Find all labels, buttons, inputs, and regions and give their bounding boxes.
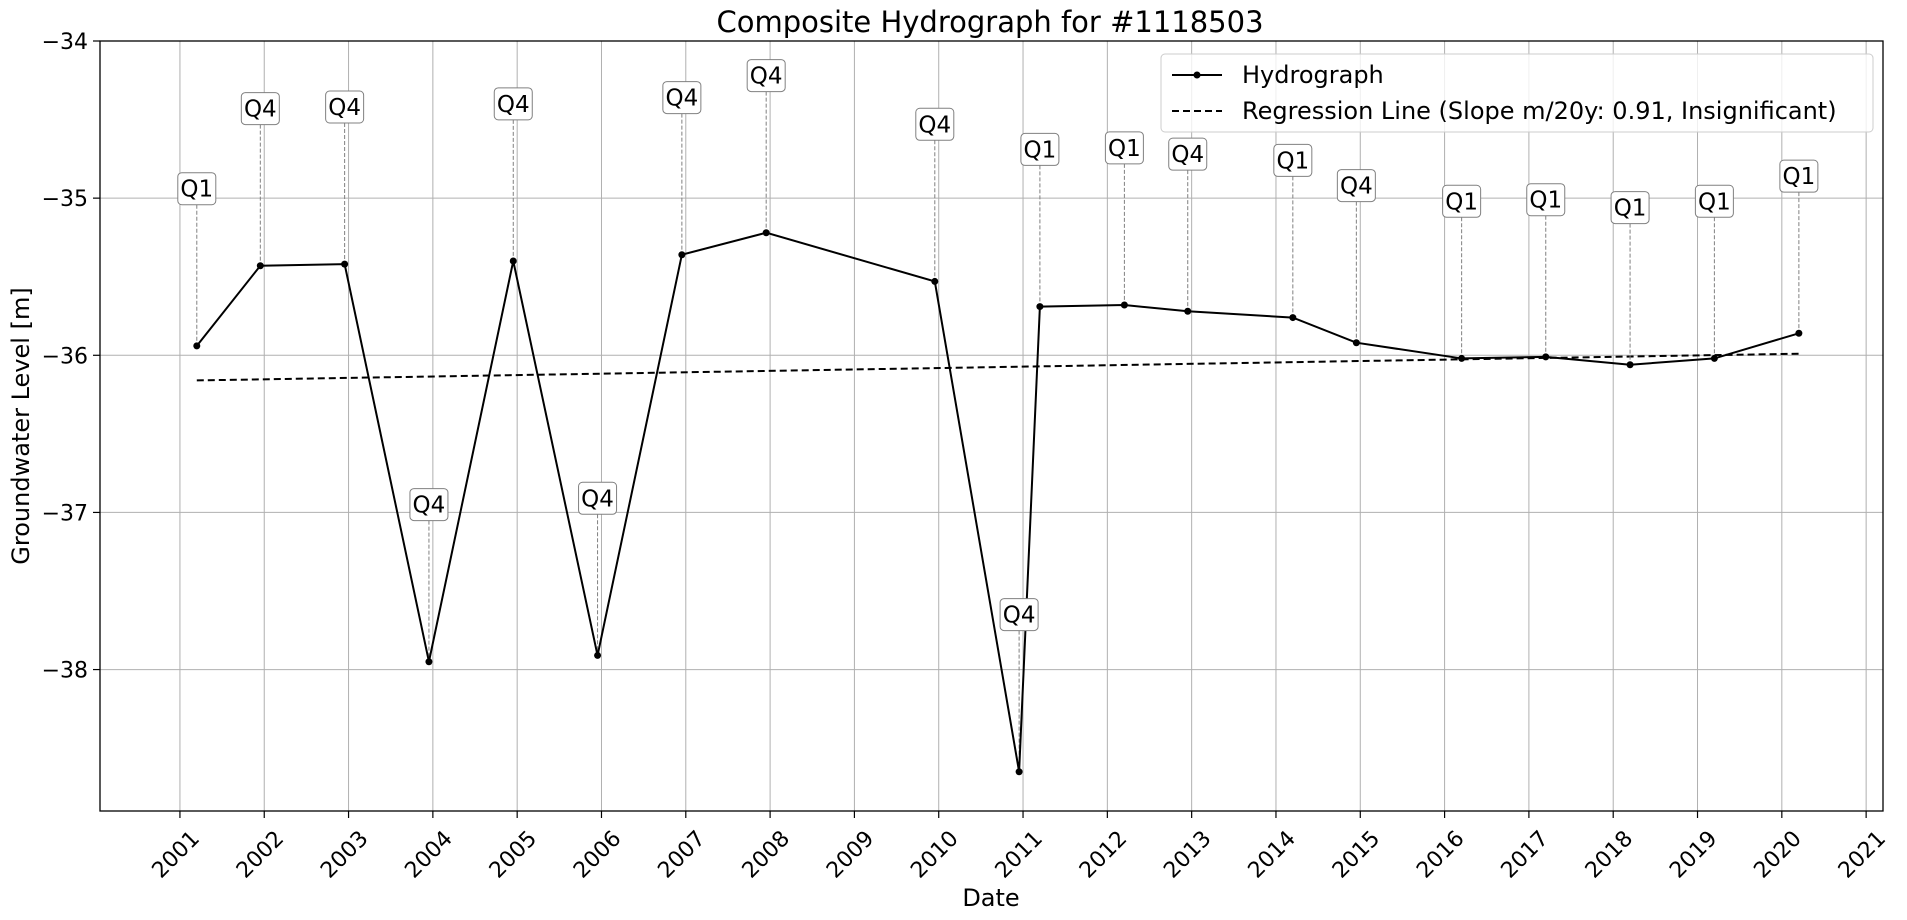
annotation-box [578,481,618,515]
regression-series [196,352,1799,382]
annotation-label: Q4 [581,486,614,512]
y-axis-label: Groundwater Level [m] [7,287,35,564]
annotation-label: Q4 [1340,174,1373,200]
annotation-label: Q4 [1171,142,1204,168]
annotation-label: Q4 [244,97,277,123]
hydrograph-point [594,651,602,659]
annotation-box [493,87,533,121]
hydrograph-line [196,231,1800,772]
annotation-box [915,107,955,141]
hydrograph-point [256,262,264,270]
legend-hydrograph-marker [1193,71,1201,79]
annotation-box [1442,184,1482,218]
annotation-label: Q4 [497,92,530,118]
annotation-label: Q1 [1108,136,1141,162]
hydrograph-point [1289,314,1297,322]
hydrograph-point [1710,354,1718,362]
annotation-box [1020,132,1060,166]
hydrograph-point [1795,329,1803,337]
hydrograph-point [1184,307,1192,315]
hydrograph-point [931,277,939,285]
annotation-box [325,90,365,124]
annotation-box [746,59,786,93]
hydrograph-point [341,260,349,268]
annotation-box [1610,191,1650,225]
annotation-box [1694,184,1734,218]
hydrograph-point [509,257,517,265]
x-axis-label: Date [962,884,1019,912]
annotation-box [1526,183,1566,217]
hydrograph-point [193,342,201,350]
annotation-label: Q4 [413,493,446,519]
annotation-box [1336,169,1376,203]
regression-line [196,352,1799,382]
hydrograph-point [1352,339,1360,347]
hydrograph-point [762,229,770,237]
hydrograph-point [1542,353,1550,361]
plot-frame [99,40,1884,812]
y-tick-label: −36 [42,344,88,369]
hydrograph-series [193,229,1803,776]
annotation-box [409,488,449,522]
annotation-box [1779,159,1819,193]
annotation-label: Q4 [665,86,698,112]
y-axis-ticks: −34 −35 −36 −37 −38 [42,30,100,684]
annotation-box [177,172,217,206]
annotation-label: Q4 [328,95,361,121]
annotation-label: Q1 [1614,196,1647,222]
hydrograph-point [1036,303,1044,311]
annotation-label: Q1 [1445,189,1478,215]
annotation-box [662,81,702,115]
annotation-box [1273,143,1313,177]
annotation-label: Q1 [1529,188,1562,214]
quarter-annotations: Q1 Q4 Q4 Q4 Q4 Q4 Q4 Q4 Q4 Q4 Q1 Q1 Q4 Q1 Q4 Q1 Q1 Q1 Q1 Q1 [177,59,1819,632]
annotation-label: Q4 [1003,603,1036,629]
annotation-label: Q1 [180,177,213,203]
hydrograph-point [425,658,433,666]
legend-box [1160,53,1874,133]
annotation-box [240,92,280,126]
annotation-box [1168,137,1208,171]
legend: Hydrograph Regression Line (Slope m/20y:… [1160,53,1874,133]
legend-hydrograph-label: Hydrograph [1242,61,1384,89]
hydrograph-point [1015,768,1023,776]
legend-regression-label: Regression Line (Slope m/20y: 0.91, Insi… [1242,97,1837,125]
annotation-box [1104,131,1144,165]
annotation-label: Q4 [918,112,951,138]
annotation-label: Q1 [1698,189,1731,215]
annotation-label: Q4 [750,64,783,90]
hydrograph-point [678,251,686,259]
hydrograph-point [1458,354,1466,362]
y-tick-label: −35 [42,187,88,212]
annotation-label: Q1 [1782,164,1815,190]
hydrograph-point [1120,301,1128,309]
chart-title: Composite Hydrograph for #1118503 [716,5,1263,39]
annotation-box [999,598,1039,632]
y-tick-label: −37 [42,501,88,526]
hydrograph-point [1626,361,1634,369]
annotation-leaders [196,91,1800,772]
y-tick-label: −38 [42,659,88,684]
annotation-label: Q1 [1024,137,1057,163]
y-tick-label: −34 [42,30,88,55]
annotation-label: Q1 [1276,148,1309,174]
